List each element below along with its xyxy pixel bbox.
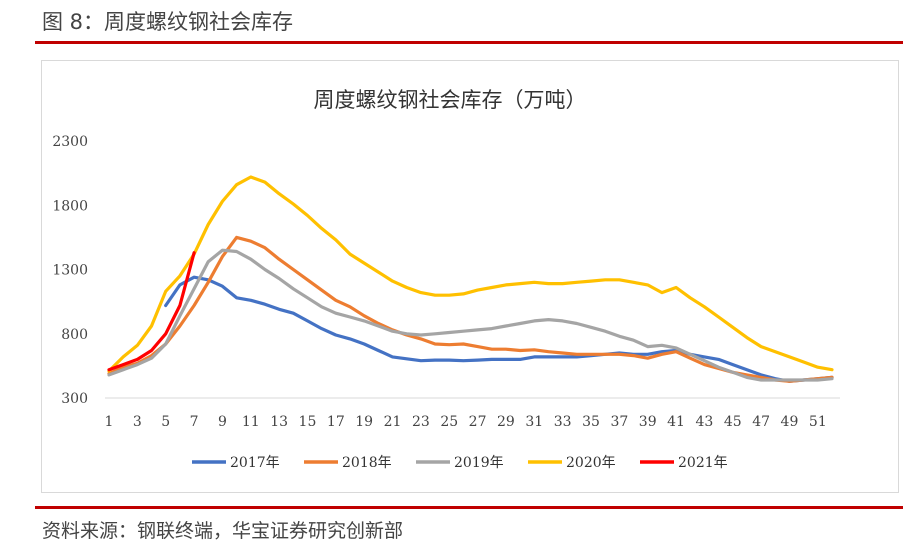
x-tick-label: 27	[469, 414, 487, 430]
legend-label: 2019年	[454, 455, 504, 471]
y-tick-label: 800	[61, 327, 88, 343]
x-tick-label: 21	[384, 414, 402, 430]
x-tick-label: 31	[525, 414, 543, 430]
legend-label: 2017年	[230, 455, 280, 471]
x-tick-label: 37	[610, 414, 628, 430]
x-tick-label: 51	[809, 414, 827, 430]
legend-label: 2021年	[678, 455, 728, 471]
y-tick-label: 2300	[52, 134, 88, 150]
x-axis: 1 3 5 7 9 11 13 15 17 19 21 23 25 27 29 31 33 35 37 39 41 43 4…	[105, 397, 840, 430]
x-tick-label: 35	[582, 414, 600, 430]
x-tick-label: 15	[299, 414, 317, 430]
x-tick-label: 17	[327, 414, 345, 430]
source-note: 资料来源：钢联终端，华宝证券研究创新部	[42, 520, 404, 542]
series-line-2017年	[164, 275, 834, 383]
x-tick-label: 23	[412, 414, 430, 430]
legend: 2017年 2018年 2019年 2020年 2021年	[192, 455, 728, 471]
plot-area	[107, 175, 834, 383]
series-line-2020年	[107, 175, 834, 373]
x-tick-label: 1	[105, 414, 114, 430]
x-tick-label: 25	[440, 414, 458, 430]
x-tick-label: 19	[355, 414, 373, 430]
x-tick-label: 5	[161, 414, 170, 430]
y-tick-label: 1800	[52, 198, 88, 214]
x-tick-label: 11	[242, 414, 260, 430]
y-tick-label: 300	[61, 391, 88, 407]
x-tick-label: 41	[667, 414, 685, 430]
header-divider	[35, 41, 903, 44]
series-line-2019年	[107, 248, 834, 382]
series-line-2018年	[107, 235, 834, 383]
chart-title: 周度螺纹钢社会库存（万吨）	[314, 88, 587, 112]
x-tick-label: 47	[752, 414, 770, 430]
y-tick-label: 1300	[52, 263, 88, 279]
figure-title: 图 8：周度螺纹钢社会库存	[42, 10, 294, 34]
x-tick-label: 43	[695, 414, 713, 430]
y-axis: 300 800 1300 1800 2300	[52, 134, 88, 407]
x-tick-label: 29	[497, 414, 515, 430]
legend-label: 2020年	[566, 455, 616, 471]
x-tick-label: 3	[133, 414, 142, 430]
x-tick-label: 45	[724, 414, 742, 430]
x-tick-label: 49	[781, 414, 799, 430]
x-tick-label: 39	[639, 414, 657, 430]
x-tick-label: 33	[554, 414, 572, 430]
x-tick-label: 13	[270, 414, 288, 430]
chart-container: 周度螺纹钢社会库存（万吨） 300 800 1300 1800 2300 1 3 5 7 9 11…	[41, 60, 899, 493]
series-line-2021年	[107, 251, 196, 372]
legend-label: 2018年	[342, 455, 392, 471]
x-tick-label: 7	[190, 414, 199, 430]
footer-divider	[35, 506, 903, 509]
x-tick-label: 9	[218, 414, 227, 430]
